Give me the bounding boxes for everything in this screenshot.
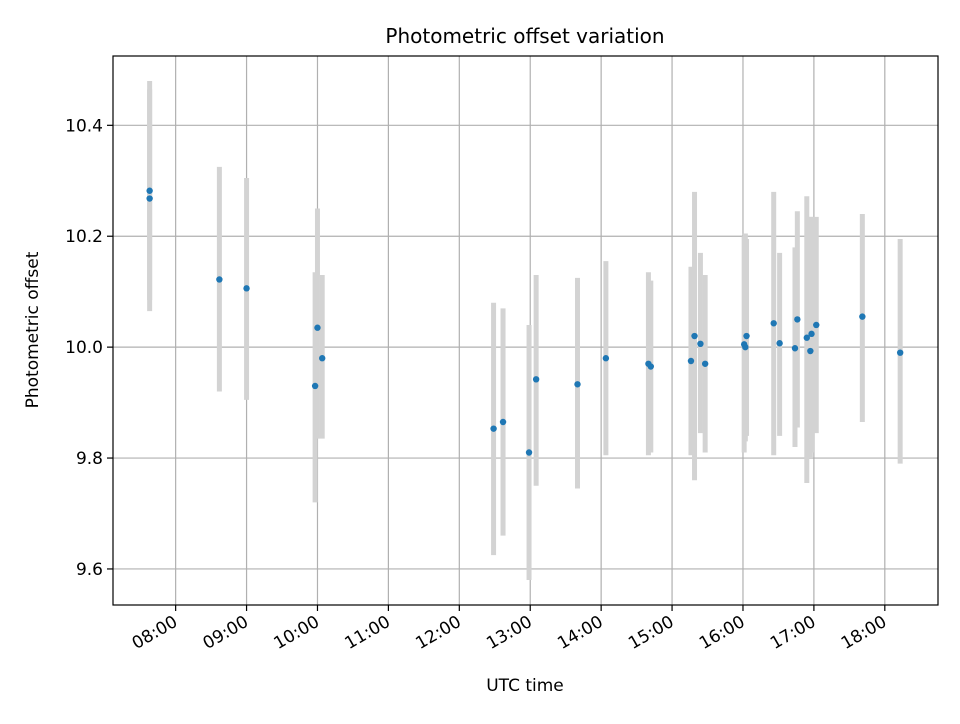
data-point (691, 332, 698, 340)
data-point (146, 195, 153, 202)
y-axis-label: Photometric offset (23, 251, 43, 408)
data-point (813, 321, 820, 329)
chart-title: Photometric offset variation (385, 24, 664, 48)
data-point (216, 276, 223, 283)
data-point (499, 418, 507, 426)
y-tick-label: 9.6 (76, 560, 103, 580)
data-point (808, 330, 815, 338)
data-point (742, 343, 749, 351)
data-point (687, 357, 695, 365)
data-point (743, 332, 750, 340)
plot-frame (112, 55, 939, 606)
data-point (896, 349, 904, 356)
data-point (859, 313, 866, 320)
data-point (319, 355, 326, 362)
y-tick-label: 10.4 (65, 116, 103, 136)
data-point (794, 316, 801, 323)
data-point (697, 340, 704, 348)
data-point (807, 347, 814, 355)
data-point (311, 382, 319, 390)
y-axis-ticks: 9.6 9.8 10.0 10.2 10.4 (65, 116, 113, 580)
data-point (770, 320, 777, 327)
data-point (490, 425, 497, 432)
data-point (525, 449, 533, 456)
data-point (243, 285, 250, 292)
data-point (791, 345, 799, 352)
data-point (532, 376, 540, 383)
data-point (647, 363, 654, 370)
data-point (314, 324, 321, 331)
data-point (776, 340, 783, 347)
data-point (574, 381, 581, 388)
y-tick-label: 10.0 (65, 338, 103, 358)
data-point (803, 334, 811, 341)
data-point (602, 355, 610, 362)
x-axis-label: UTC time (486, 676, 564, 696)
data-point (701, 360, 709, 367)
y-tick-label: 9.8 (76, 449, 103, 469)
y-tick-label: 10.2 (65, 227, 103, 247)
data-point (146, 187, 153, 194)
point-layer (146, 187, 904, 456)
